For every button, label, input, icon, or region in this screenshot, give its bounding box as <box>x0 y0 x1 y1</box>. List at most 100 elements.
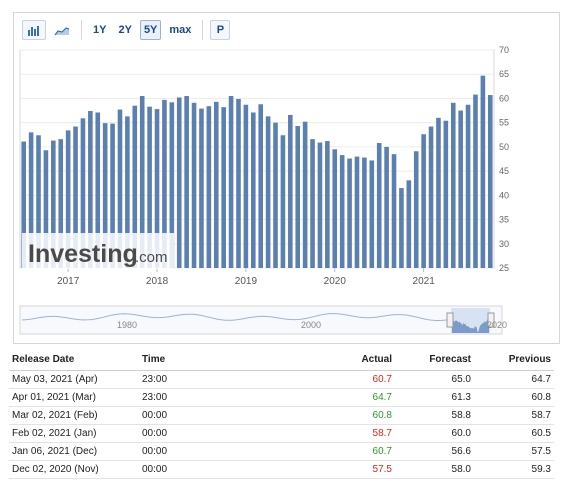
bar[interactable] <box>102 123 108 269</box>
bar[interactable] <box>169 102 175 268</box>
bar[interactable] <box>354 156 360 268</box>
release-date-cell: Jan 06, 2021 (Dec) <box>9 442 139 461</box>
bar[interactable] <box>213 101 219 268</box>
table-row: Jan 06, 2021 (Dec) 00:00 60.7 56.6 57.5 <box>9 442 554 461</box>
bar[interactable] <box>280 135 286 268</box>
actual-cell: 60.7 <box>319 442 395 461</box>
table-header-row: Release Date Time Actual Forecast Previo… <box>9 350 554 371</box>
area-chart-button[interactable] <box>50 20 74 40</box>
bar[interactable] <box>95 112 101 269</box>
previous-cell: 59.3 <box>474 460 554 479</box>
bar[interactable] <box>480 75 486 269</box>
chart-toolbar: 1Y 2Y 5Y max P <box>22 19 234 41</box>
watermark-main-text: Investing <box>28 240 138 268</box>
bar[interactable] <box>80 118 86 268</box>
bar-chart-icon <box>28 25 39 36</box>
bar[interactable] <box>273 122 278 268</box>
bar[interactable] <box>162 99 167 269</box>
bar[interactable] <box>384 146 389 268</box>
x-year-label: 2017 <box>57 276 80 287</box>
bar[interactable] <box>413 151 419 268</box>
y-tick-label: 45 <box>499 166 509 176</box>
bar[interactable] <box>399 188 404 268</box>
bar[interactable] <box>28 132 34 268</box>
x-axis: 2017 2018 2019 2020 2021 <box>57 268 435 287</box>
bar[interactable] <box>458 110 463 268</box>
bar[interactable] <box>139 96 145 269</box>
bar[interactable] <box>265 116 271 269</box>
bar[interactable] <box>51 140 56 268</box>
bar[interactable] <box>473 94 478 268</box>
bar[interactable] <box>251 112 256 269</box>
bar[interactable] <box>184 96 189 269</box>
bar[interactable] <box>391 154 397 268</box>
bar[interactable] <box>191 102 197 268</box>
bar[interactable] <box>243 104 249 269</box>
bar[interactable] <box>125 116 130 269</box>
bar[interactable] <box>73 126 78 268</box>
bar[interactable] <box>428 126 434 268</box>
bar[interactable] <box>406 180 412 268</box>
bar[interactable] <box>58 139 64 268</box>
bar[interactable] <box>362 157 367 268</box>
bar[interactable] <box>258 104 263 268</box>
x-year-label: 2020 <box>324 276 347 287</box>
bar[interactable] <box>228 96 234 269</box>
bar[interactable] <box>436 117 441 268</box>
bar[interactable] <box>43 150 49 268</box>
bar[interactable] <box>317 142 323 268</box>
bar[interactable] <box>295 126 301 268</box>
bar[interactable] <box>21 141 26 268</box>
range-2y-button[interactable]: 2Y <box>118 24 132 36</box>
header-time: Time <box>139 350 319 371</box>
previous-cell: 60.8 <box>474 388 554 407</box>
release-date-cell: Mar 02, 2021 (Feb) <box>9 406 139 425</box>
time-cell: 00:00 <box>139 460 319 479</box>
bar[interactable] <box>88 111 93 268</box>
bar-chart-button[interactable] <box>22 20 46 40</box>
bar[interactable] <box>110 123 115 268</box>
area-chart-icon <box>54 26 70 35</box>
time-cell: 23:00 <box>139 370 319 389</box>
time-cell: 00:00 <box>139 424 319 443</box>
navigator-right-handle[interactable] <box>487 312 495 328</box>
bar[interactable] <box>117 109 123 268</box>
x-year-label: 2019 <box>235 276 258 287</box>
bar[interactable] <box>369 160 375 268</box>
bar[interactable] <box>236 98 241 269</box>
bar[interactable] <box>465 104 471 269</box>
bar[interactable] <box>132 105 138 269</box>
y-tick-label: 35 <box>499 215 509 225</box>
bar[interactable] <box>347 158 352 268</box>
bar[interactable] <box>176 97 182 268</box>
navigator-left-handle[interactable] <box>446 312 454 328</box>
p-button[interactable]: P <box>210 20 231 40</box>
forecast-cell: 58.0 <box>395 460 474 479</box>
bar[interactable] <box>376 143 382 268</box>
actual-cell: 57.5 <box>319 460 395 479</box>
bar[interactable] <box>310 139 315 268</box>
bar[interactable] <box>325 141 330 268</box>
previous-cell: 64.7 <box>474 370 554 389</box>
bar[interactable] <box>302 121 308 268</box>
bar[interactable] <box>154 109 160 268</box>
range-navigator[interactable]: 1980 2000 2020 <box>19 305 507 335</box>
y-tick-label: 25 <box>499 263 509 273</box>
range-5y-button[interactable]: 5Y <box>139 20 162 40</box>
bar[interactable] <box>288 114 293 268</box>
bar[interactable] <box>443 120 449 268</box>
bar[interactable] <box>450 102 456 268</box>
bar[interactable] <box>36 135 41 268</box>
bar[interactable] <box>206 106 212 268</box>
bar[interactable] <box>221 107 226 268</box>
range-max-button[interactable]: max <box>169 24 192 36</box>
range-1y-button[interactable]: 1Y <box>93 24 107 36</box>
bar[interactable] <box>199 108 204 269</box>
bar[interactable] <box>488 95 493 268</box>
bar[interactable] <box>65 130 71 268</box>
bar[interactable] <box>332 149 338 268</box>
release-date-cell: Apr 01, 2021 (Mar) <box>9 388 139 407</box>
bar[interactable] <box>147 106 152 269</box>
bar[interactable] <box>421 134 426 268</box>
bar[interactable] <box>339 155 345 268</box>
